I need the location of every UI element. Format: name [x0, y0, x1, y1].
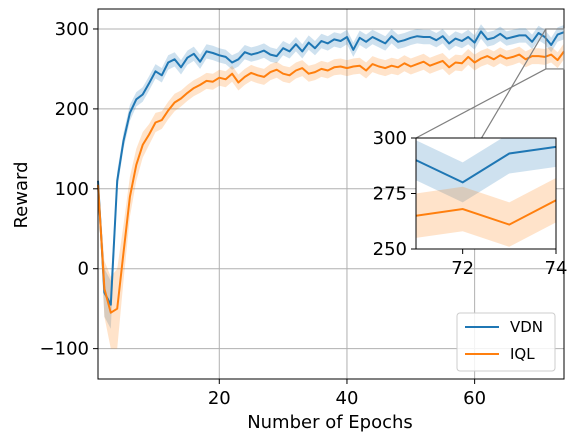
x-axis-label: Number of Epochs [247, 412, 413, 433]
zoom-region-box [545, 28, 565, 70]
x-ticks: 20 40 60 [208, 379, 486, 409]
legend-label-iql: IQL [510, 345, 535, 363]
inset-y-tick-label: 250 [373, 239, 407, 260]
inset-y-tick-label: 300 [373, 128, 407, 149]
y-tick-label: 100 [55, 179, 89, 200]
inset-background [416, 138, 556, 249]
x-tick-label: 60 [463, 388, 486, 409]
y-tick-label: 200 [55, 99, 89, 120]
zoom-connector-line [415, 68, 547, 139]
inset-confidence-bands [416, 138, 556, 247]
inset-band-iql [416, 178, 556, 247]
plot-frame [97, 8, 565, 380]
line-vdn [97, 30, 565, 306]
series-lines [97, 30, 565, 314]
y-ticks: −100 0 100 200 300 [40, 19, 98, 360]
x-tick-label: 40 [336, 388, 359, 409]
inset-band-vdn [416, 138, 556, 203]
inset-line-iql [416, 199, 556, 226]
inset-line-vdn [416, 145, 556, 184]
x-tick-label: 20 [208, 388, 231, 409]
y-tick-label: 0 [78, 259, 89, 280]
inset-series-lines [416, 145, 556, 226]
inset-zoom-plot: 72 74 250 275 300 [373, 128, 568, 279]
y-axis-label: Reward [11, 161, 32, 228]
inset-x-tick-label: 74 [545, 258, 568, 279]
legend-label-vdn: VDN [510, 318, 543, 336]
inset-y-tick-label: 275 [373, 184, 407, 205]
line-iql [97, 50, 565, 314]
y-tick-label: −100 [40, 339, 89, 360]
inset-ticks: 72 74 250 275 300 [373, 128, 568, 279]
legend: VDN IQL [456, 312, 556, 372]
y-tick-label: 300 [55, 19, 89, 40]
grid-lines [98, 9, 564, 379]
inset-x-tick-label: 72 [451, 258, 474, 279]
